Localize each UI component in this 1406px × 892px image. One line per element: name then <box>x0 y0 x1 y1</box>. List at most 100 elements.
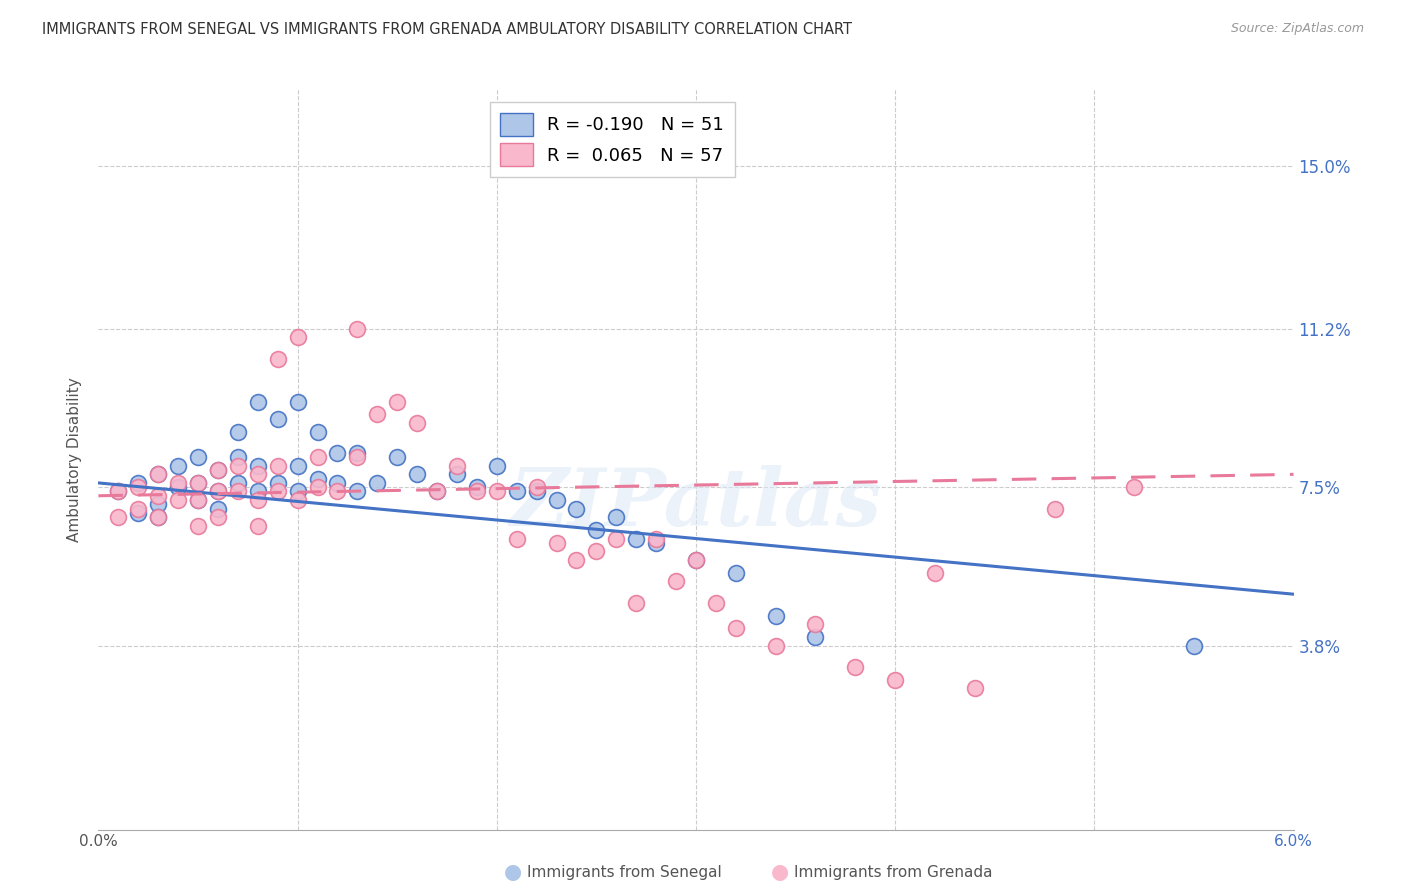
Point <box>385 394 409 409</box>
Point <box>426 484 449 499</box>
Point <box>167 458 190 473</box>
Point <box>287 394 309 409</box>
Point <box>148 510 170 524</box>
Text: IMMIGRANTS FROM SENEGAL VS IMMIGRANTS FROM GRENADA AMBULATORY DISABILITY CORRELA: IMMIGRANTS FROM SENEGAL VS IMMIGRANTS FR… <box>42 22 852 37</box>
Point <box>326 475 349 490</box>
Point <box>685 553 707 567</box>
Point <box>127 480 149 494</box>
Text: ZIPatlas: ZIPatlas <box>510 465 882 542</box>
Point <box>724 566 747 580</box>
Point <box>187 493 209 508</box>
Point <box>207 484 229 499</box>
Point <box>246 458 269 473</box>
Legend: R = -0.190   N = 51, R =  0.065   N = 57: R = -0.190 N = 51, R = 0.065 N = 57 <box>489 102 735 178</box>
Point <box>346 446 368 460</box>
Point <box>246 518 269 533</box>
Point <box>307 450 329 465</box>
Point <box>804 630 827 644</box>
Text: ●: ● <box>772 863 789 882</box>
Point <box>565 501 588 516</box>
Point <box>326 446 349 460</box>
Point <box>287 458 309 473</box>
Point <box>924 566 946 580</box>
Point <box>1043 501 1066 516</box>
Point <box>346 450 368 465</box>
Point <box>287 484 309 499</box>
Point <box>226 475 249 490</box>
Point <box>963 681 986 696</box>
Point <box>267 475 290 490</box>
Point <box>246 493 269 508</box>
Point <box>585 544 607 558</box>
Point <box>765 608 787 623</box>
Point <box>645 536 668 550</box>
Point <box>626 596 648 610</box>
Point <box>107 510 129 524</box>
Point <box>585 523 607 537</box>
Point <box>187 518 209 533</box>
Point <box>465 480 488 494</box>
Point <box>148 467 170 482</box>
Point <box>167 480 190 494</box>
Point <box>546 536 568 550</box>
Point <box>226 458 249 473</box>
Point <box>148 467 170 482</box>
Point <box>167 475 190 490</box>
Text: Immigrants from Senegal: Immigrants from Senegal <box>527 865 723 880</box>
Point <box>366 475 388 490</box>
Point <box>626 532 648 546</box>
Point <box>1182 639 1205 653</box>
Point <box>526 484 548 499</box>
Point <box>226 450 249 465</box>
Point <box>884 673 907 687</box>
Point <box>844 660 866 674</box>
Point <box>804 617 827 632</box>
Point <box>267 458 290 473</box>
Point <box>406 416 429 430</box>
Point <box>724 622 747 636</box>
Point <box>107 484 129 499</box>
Point <box>485 484 508 499</box>
Point <box>704 596 727 610</box>
Point <box>148 497 170 511</box>
Point <box>187 493 209 508</box>
Point <box>148 489 170 503</box>
Point <box>426 484 449 499</box>
Point <box>326 484 349 499</box>
Point <box>506 484 529 499</box>
Point <box>246 394 269 409</box>
Point <box>346 322 368 336</box>
Point <box>385 450 409 465</box>
Point <box>665 574 688 589</box>
Point <box>685 553 707 567</box>
Point <box>307 480 329 494</box>
Point <box>287 493 309 508</box>
Point <box>207 510 229 524</box>
Point <box>307 472 329 486</box>
Point <box>366 408 388 422</box>
Point <box>565 553 588 567</box>
Text: ●: ● <box>505 863 522 882</box>
Point <box>246 484 269 499</box>
Point <box>1123 480 1146 494</box>
Point <box>506 532 529 546</box>
Point <box>267 351 290 366</box>
Point <box>446 467 468 482</box>
Point <box>446 458 468 473</box>
Point <box>346 484 368 499</box>
Point <box>406 467 429 482</box>
Point <box>207 463 229 477</box>
Point <box>187 475 209 490</box>
Point <box>207 463 229 477</box>
Point <box>187 450 209 465</box>
Point <box>207 484 229 499</box>
Point <box>485 458 508 473</box>
Point <box>187 475 209 490</box>
Point <box>167 493 190 508</box>
Point <box>226 425 249 439</box>
Point <box>107 484 129 499</box>
Point <box>465 484 488 499</box>
Point <box>226 484 249 499</box>
Text: Immigrants from Grenada: Immigrants from Grenada <box>794 865 993 880</box>
Point <box>287 330 309 344</box>
